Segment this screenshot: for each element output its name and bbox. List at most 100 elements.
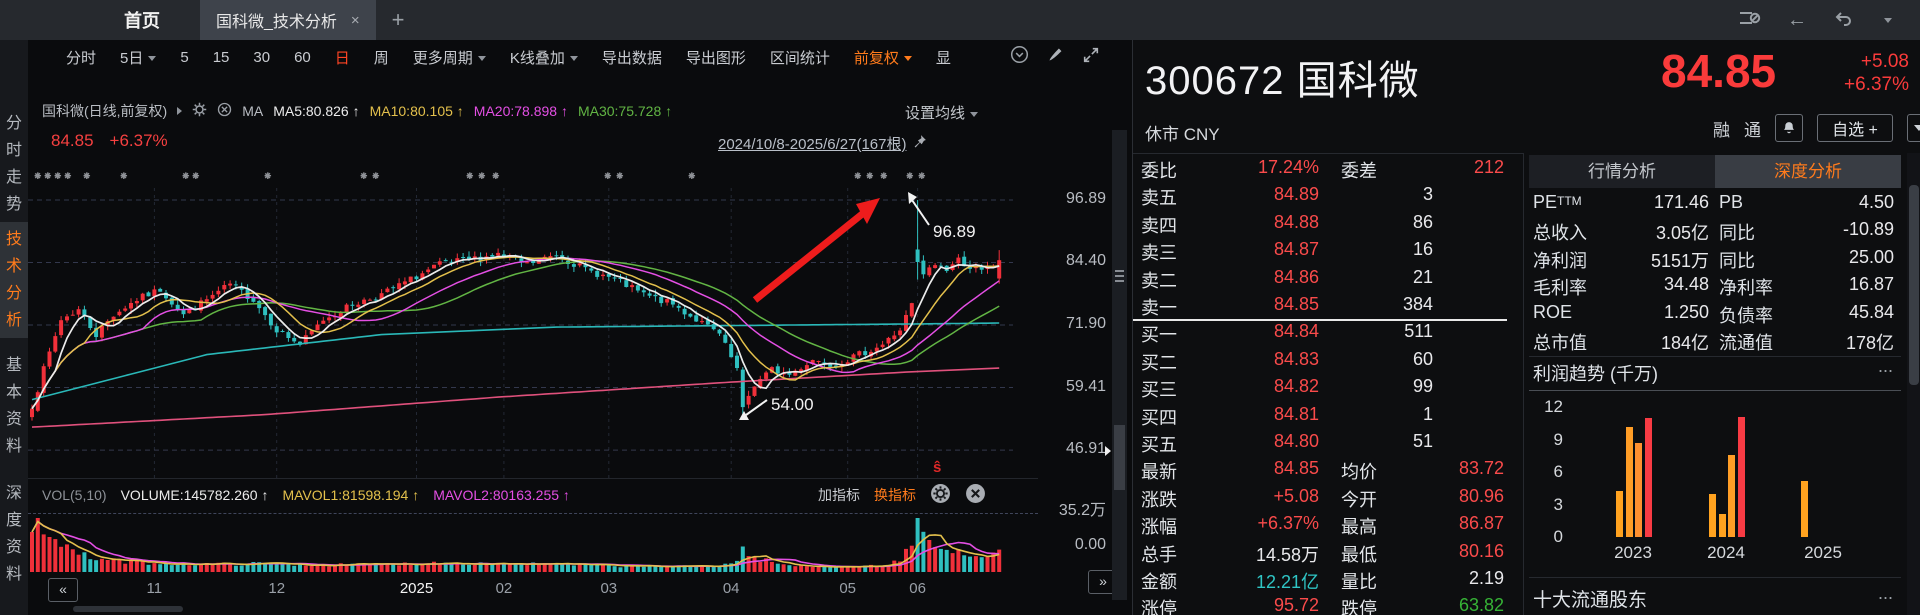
bid-price[interactable]: 84.80	[1273, 431, 1319, 451]
add-watchlist-button[interactable]: 自选 +	[1817, 114, 1893, 142]
new-tab-button[interactable]: +	[391, 7, 405, 32]
ask-label: 卖二	[1141, 270, 1177, 291]
toolbar-item-30[interactable]: 30	[253, 48, 271, 66]
candlestick-chart[interactable]: 96.89 54.00 ŝ	[28, 130, 1013, 478]
toolbar-item-15[interactable]: 15	[212, 48, 230, 66]
toolbar-item-K线叠加[interactable]: K线叠加	[510, 47, 578, 68]
profit-bar	[1635, 443, 1642, 537]
ask-price[interactable]: 84.87	[1273, 239, 1319, 260]
toolbar-item-日[interactable]: 日	[334, 49, 350, 67]
alert-bell-button[interactable]	[1775, 114, 1803, 142]
watchlist-dropdown[interactable]	[1907, 114, 1920, 142]
ask-price[interactable]: 84.85	[1273, 294, 1319, 314]
ask-price[interactable]: 84.88	[1273, 211, 1319, 232]
sidebar-item-2[interactable]: 技术分析	[0, 222, 28, 338]
metric-label: 毛利率	[1533, 278, 1587, 299]
time-axis-label: 03	[600, 580, 618, 597]
panel-scrollbar-thumb[interactable]	[1909, 185, 1919, 385]
ma-settings-label: 设置均线	[905, 105, 966, 122]
sidebar-item-char: 资	[5, 411, 22, 428]
scroll-left-button[interactable]: «	[48, 578, 78, 602]
bid-price[interactable]: 84.82	[1273, 376, 1319, 397]
ask-price[interactable]: 84.89	[1273, 184, 1319, 205]
switch-indicator-button[interactable]: 换指标	[874, 487, 916, 503]
sidebar-item-4[interactable]: 深度资料	[0, 480, 28, 588]
indicator-close-icon[interactable]	[217, 102, 232, 120]
bid-price[interactable]: 84.81	[1273, 403, 1319, 424]
sidebar-item-3[interactable]: 基本资料	[0, 352, 28, 460]
toolbar-item-区间统计[interactable]: 区间统计	[769, 49, 830, 67]
pin-icon[interactable]	[912, 134, 927, 153]
bid-qty: 99	[1412, 376, 1433, 397]
chevron-down-icon[interactable]	[1884, 17, 1892, 23]
toolbar-item-5日[interactable]: 5日	[120, 47, 157, 68]
holders-more-button[interactable]: ...	[1878, 583, 1894, 603]
toolbar-item-分时[interactable]: 分时	[66, 49, 97, 67]
date-range-label[interactable]: 2024/10/8-2025/6/27(167根)	[718, 133, 927, 154]
undo-icon[interactable]	[1833, 8, 1853, 33]
toolbar-item-导出数据[interactable]: 导出数据	[601, 49, 662, 67]
divider	[1529, 356, 1901, 357]
securities-flag[interactable]: 通	[1744, 120, 1761, 140]
indicator-settings-icon[interactable]	[192, 102, 207, 120]
display-options-icon[interactable]	[1010, 45, 1029, 69]
toolbar-item-周[interactable]: 周	[373, 49, 389, 67]
toolbar-item-导出图形[interactable]: 导出图形	[685, 49, 746, 67]
stat-row: 涨幅 +6.37% 最高 86.87	[1133, 511, 1523, 538]
tab-深度分析[interactable]: 深度分析	[1715, 155, 1901, 188]
bid-qty: 511	[1404, 321, 1433, 342]
draw-brush-icon[interactable]	[1047, 46, 1064, 68]
sidebar-item-1[interactable]: 分时走势	[0, 110, 28, 218]
tab-行情分析[interactable]: 行情分析	[1529, 155, 1715, 188]
back-icon[interactable]: ←	[1787, 9, 1807, 31]
price-axis-label: 71.90	[1065, 315, 1106, 333]
stat-value: 86.87	[1458, 513, 1504, 534]
volume-header: VOL(5,10) VOLUME:145782.260 ↑ MAVOL1:815…	[42, 483, 570, 507]
sidebar-item-char: 料	[5, 566, 22, 583]
sidebar-item-char: 分	[5, 285, 22, 302]
sidebar-item-char: 资	[5, 539, 22, 556]
bid-price[interactable]: 84.84	[1273, 321, 1319, 342]
toolbar-item-60[interactable]: 60	[294, 48, 311, 66]
tab-active[interactable]: 国科微_技术分析 ×	[200, 0, 376, 40]
ask-price[interactable]: 84.86	[1273, 266, 1319, 287]
toolbar-item-5[interactable]: 5	[180, 48, 189, 66]
profit-more-button[interactable]: ...	[1878, 356, 1894, 376]
scrollbar-grip-icon[interactable]	[1115, 270, 1124, 282]
metric-label: PE TTM	[1533, 192, 1582, 212]
market-status: 休市 CNY	[1145, 125, 1220, 144]
toolbar-item-显[interactable]: 显	[935, 49, 951, 67]
tab-close-icon[interactable]: ×	[350, 11, 360, 29]
toolbar-item-更多周期[interactable]: 更多周期	[413, 47, 486, 68]
sidebar-item-char: 本	[5, 384, 22, 401]
metric-label: 总收入	[1533, 223, 1587, 244]
bid-price[interactable]: 84.83	[1273, 348, 1319, 369]
toolbar-item-前复权[interactable]: 前复权	[854, 47, 912, 68]
expand-series-icon[interactable]	[177, 107, 183, 115]
ma-value: MA5:80.826 ↑	[273, 103, 360, 119]
chart-scrollbar[interactable]	[1105, 130, 1127, 600]
hscrollbar-thumb[interactable]	[73, 606, 183, 612]
profit-ytick: 12	[1544, 397, 1563, 417]
stat-row: 最新 84.85 均价 83.72	[1133, 456, 1523, 483]
panel-scrollbar[interactable]	[1907, 153, 1920, 615]
chevron-down-icon	[970, 111, 979, 117]
ma-settings-button[interactable]: 设置均线	[905, 102, 979, 123]
vol-settings-icon[interactable]	[930, 483, 951, 507]
volume-chart[interactable]	[28, 514, 1013, 572]
event-marker-icon	[918, 168, 930, 183]
metric-row: 净利润 5151万 同比 25.00	[1529, 245, 1901, 272]
vol-close-icon[interactable]	[965, 483, 986, 507]
profit-bar	[1718, 514, 1726, 537]
metric-label: 同比	[1719, 250, 1755, 271]
tab-home[interactable]: 首页	[124, 11, 160, 31]
event-marker-icon	[54, 168, 66, 183]
scrollbar-thumb[interactable]	[1114, 425, 1125, 490]
margin-flag[interactable]: 融	[1713, 120, 1730, 140]
fullscreen-icon[interactable]	[1082, 46, 1100, 69]
hide-toolbar-icon[interactable]	[1739, 10, 1761, 31]
add-indicator-button[interactable]: 加指标	[818, 487, 860, 503]
chevron-down-icon	[148, 56, 157, 62]
ask-qty: 86	[1412, 211, 1433, 232]
series-name[interactable]: 国科微(日线,前复权)	[42, 103, 168, 119]
